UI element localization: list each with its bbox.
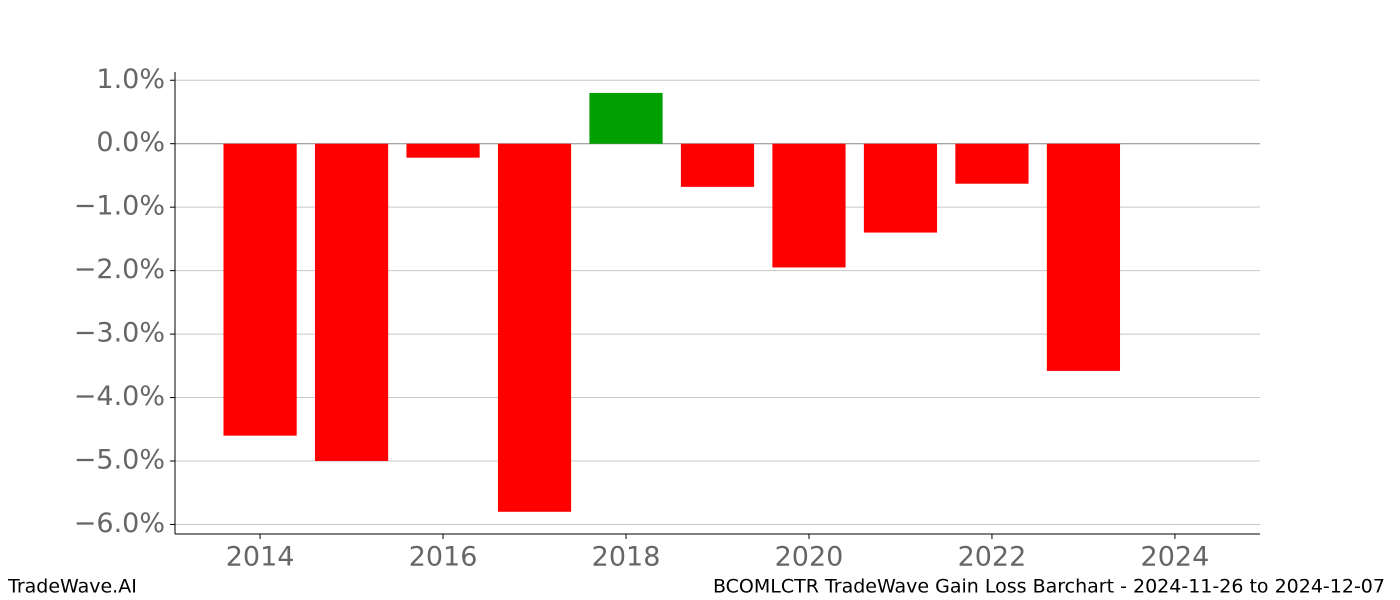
y-tick-label: 1.0% [96, 64, 165, 95]
bar [406, 143, 480, 158]
x-tick-label: 2014 [226, 542, 295, 573]
bar [680, 143, 755, 187]
x-tick-label: 2024 [1141, 542, 1210, 573]
x-tick-label: 2022 [958, 542, 1027, 573]
y-tick-label: −6.0% [74, 508, 165, 539]
y-tick-label: −5.0% [74, 445, 165, 476]
bar [772, 143, 846, 268]
x-tick-label: 2020 [775, 542, 844, 573]
bar [223, 143, 297, 436]
bar [863, 143, 938, 233]
y-tick-label: −2.0% [74, 254, 165, 285]
x-tick-label: 2016 [409, 542, 478, 573]
y-tick-label: −1.0% [74, 191, 165, 222]
bar [1046, 143, 1121, 371]
bar [955, 143, 1029, 184]
x-tick-label: 2018 [592, 542, 661, 573]
bar [497, 143, 572, 512]
bar [314, 143, 389, 462]
chart-title: BCOMLCTR TradeWave Gain Loss Barchart - … [713, 576, 1385, 598]
y-tick-label: −4.0% [74, 381, 165, 412]
y-tick-label: −3.0% [74, 318, 165, 349]
y-tick-label: 0.0% [96, 127, 165, 158]
bar [589, 92, 663, 144]
watermark: TradeWave.AI [7, 576, 137, 598]
